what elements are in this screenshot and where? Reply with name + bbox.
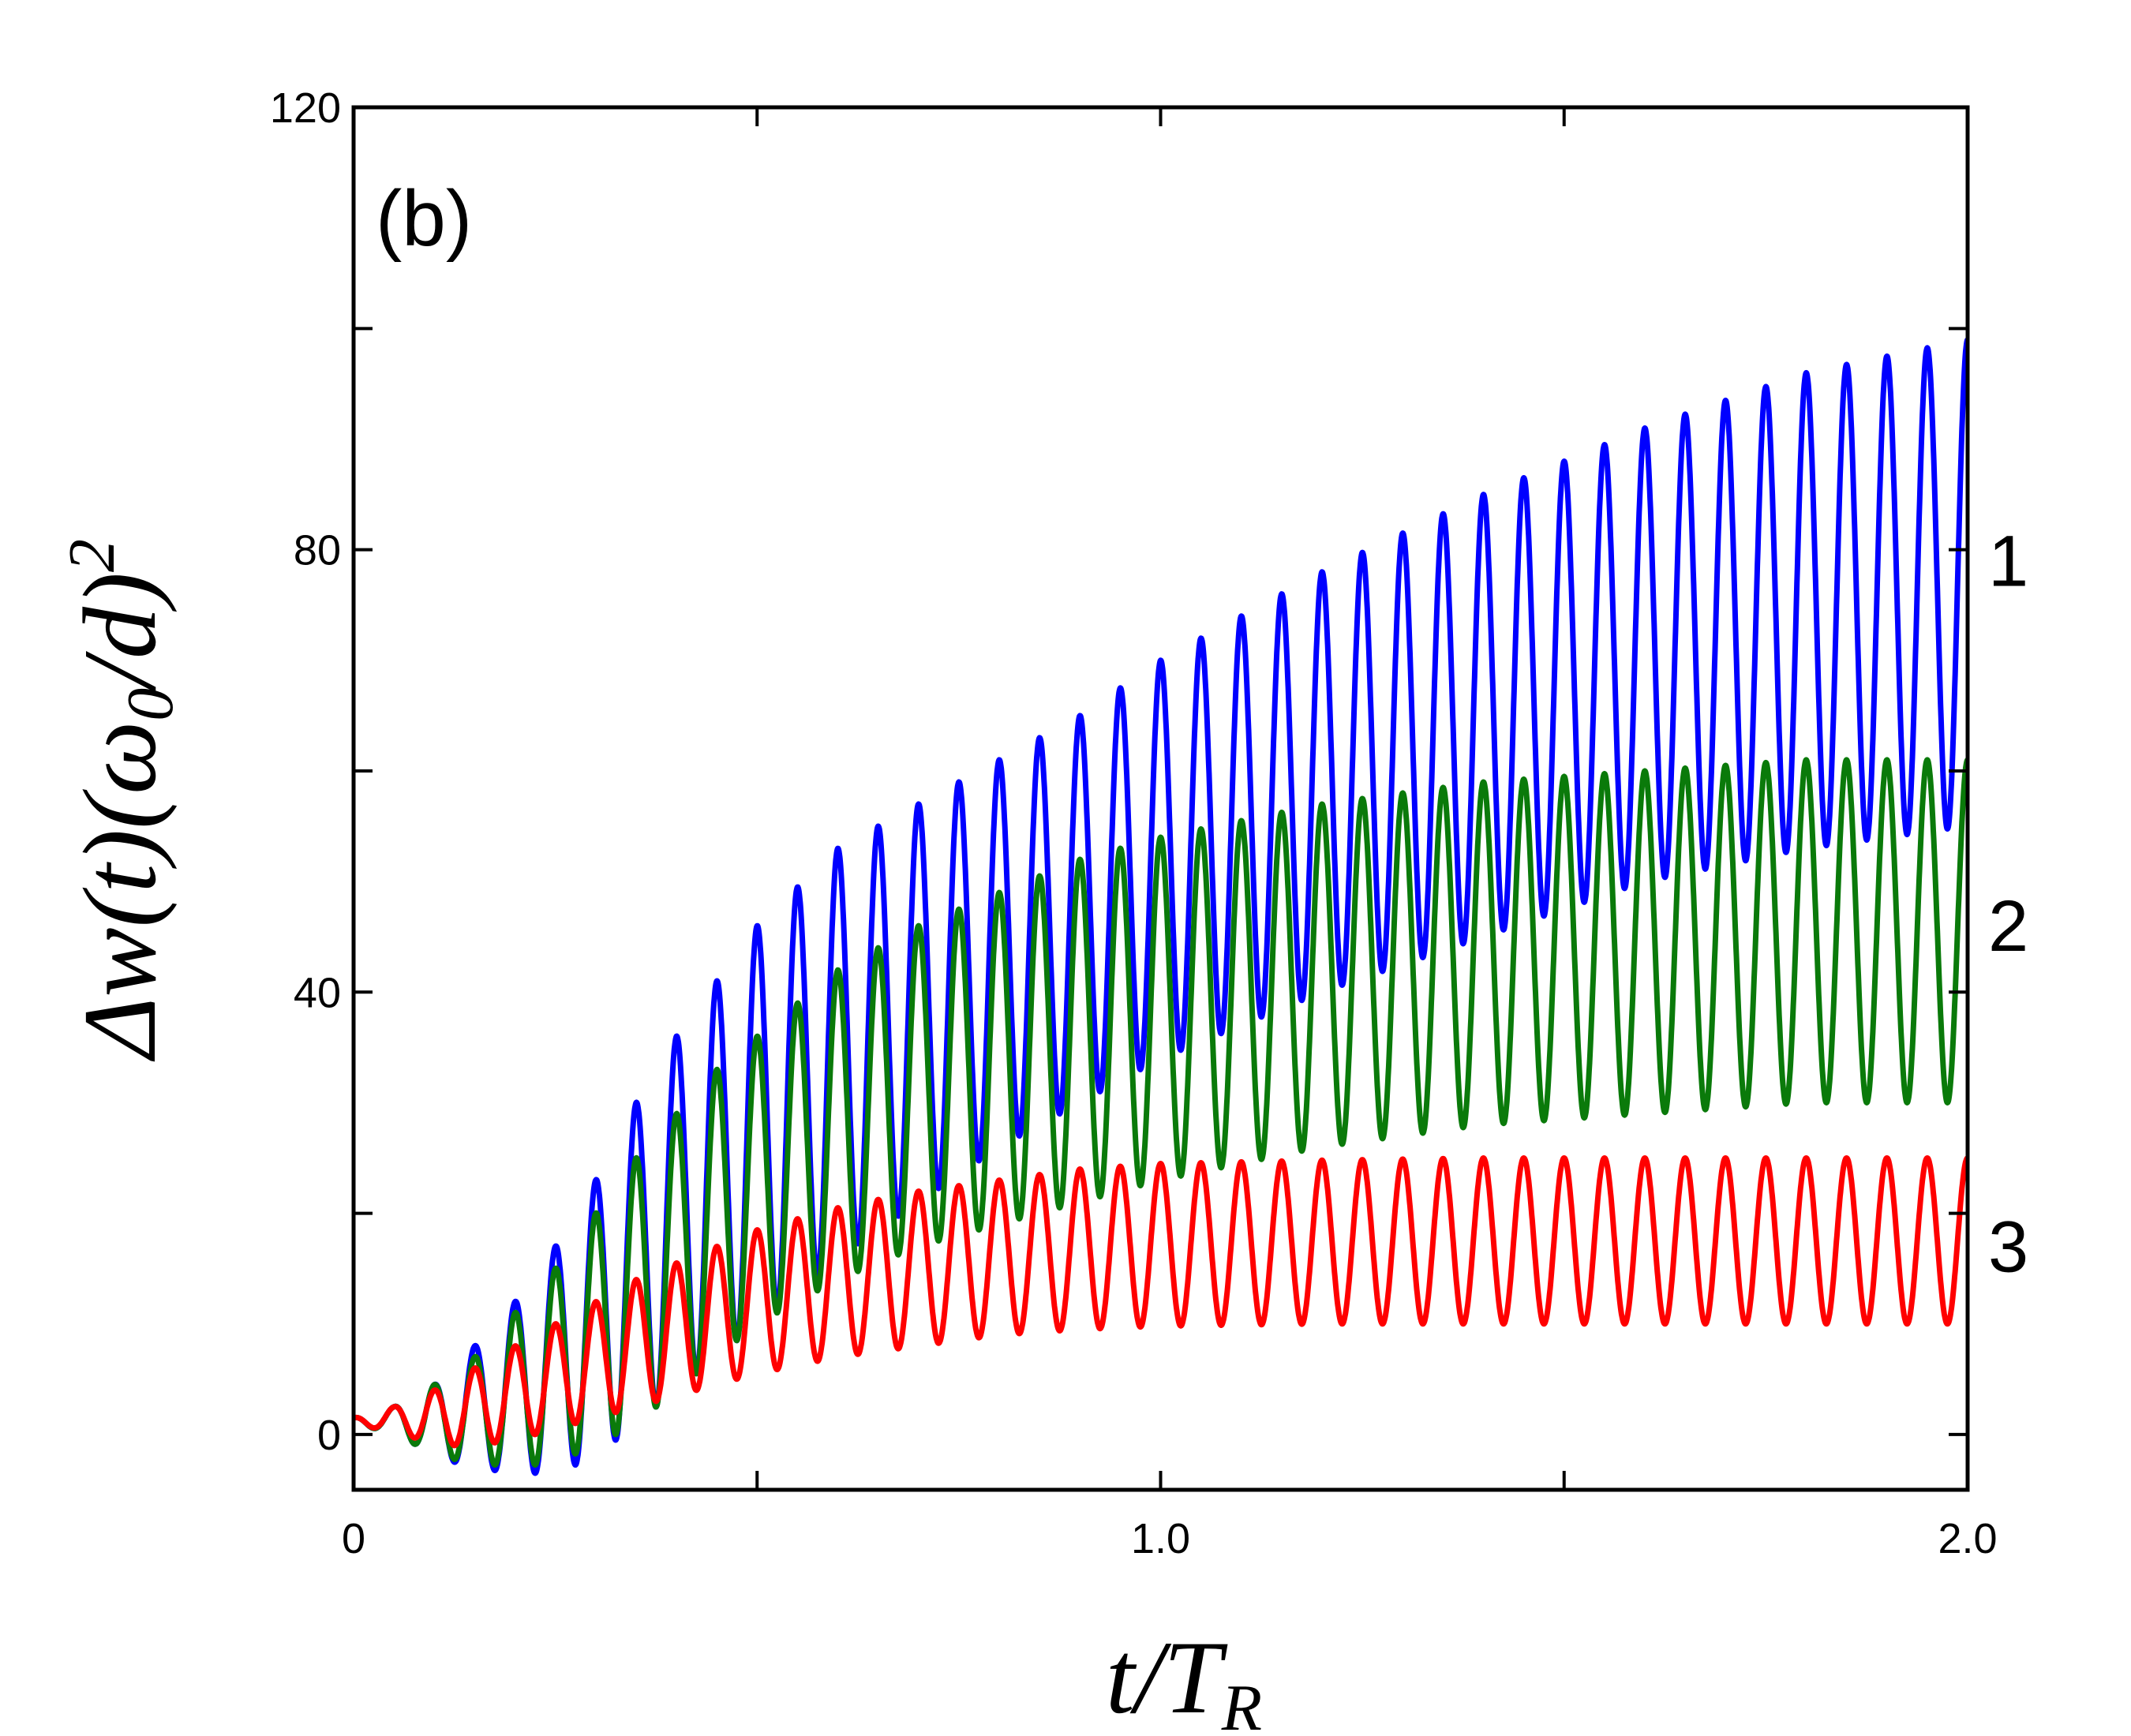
y-tick-label: 0 <box>317 1412 341 1459</box>
y-axis-title-superscript: 2 <box>55 539 129 572</box>
y-tick-label: 120 <box>270 84 341 132</box>
y-axis-title: Δw(t)(ω0/d)2 <box>55 539 187 1062</box>
y-tick-label: 80 <box>294 527 341 574</box>
curve-labels: 1 2 3 <box>1988 522 2028 1288</box>
x-tick-label: 0 <box>342 1515 365 1562</box>
plot-lines <box>354 337 1968 1476</box>
x-axis-title: t/TR <box>1106 1619 1262 1736</box>
y-axis-title-main: Δw(t)(ω <box>62 721 178 1062</box>
x-axis-title-main: t/T <box>1106 1619 1228 1735</box>
y-axis-title-subscript: 0 <box>114 688 187 721</box>
curve-label-3: 3 <box>1988 1207 2028 1288</box>
curve-label-2: 2 <box>1988 886 2028 967</box>
x-tick-label: 2.0 <box>1938 1515 1997 1562</box>
tick-labels: 0 1.0 2.0 0 40 80 120 <box>270 84 1998 1562</box>
plot-frame <box>351 105 1970 1492</box>
panel-label: (b) <box>376 174 472 263</box>
y-axis-title-middle: /d) <box>62 572 178 694</box>
curve-label-1: 1 <box>1988 522 2028 602</box>
series-2-line <box>354 757 1968 1468</box>
series-3-line <box>354 1155 1968 1449</box>
x-tick-label: 1.0 <box>1131 1515 1190 1562</box>
x-axis-title-subscript: R <box>1221 1671 1262 1736</box>
ticks <box>352 106 1969 1490</box>
y-tick-label: 40 <box>294 969 341 1016</box>
